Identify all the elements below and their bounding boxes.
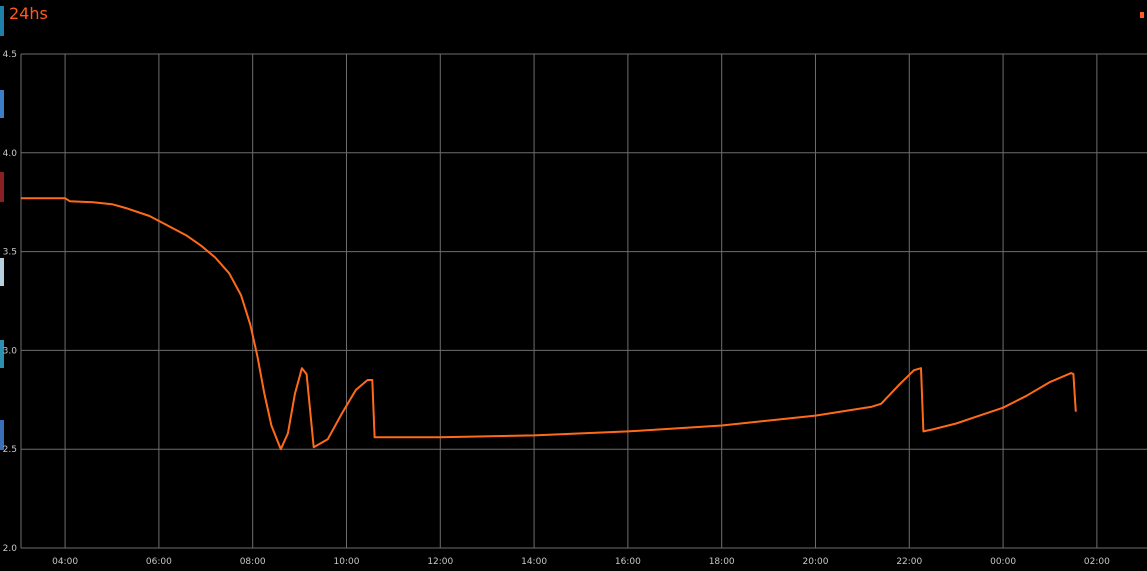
y-tick-label: 4.5 [3,50,17,60]
x-tick-label: 14:00 [521,557,547,567]
x-tick-label: 22:00 [896,557,922,567]
left-app-strip [0,0,5,571]
app-tile[interactable] [0,172,4,202]
y-tick-label: 2.5 [3,445,17,455]
x-tick-label: 02:00 [1084,557,1110,567]
x-tick-label: 08:00 [240,557,266,567]
y-tick-label: 3.5 [3,248,17,258]
series-line [21,197,1077,451]
app-tile[interactable] [0,340,4,368]
x-tick-label: 10:00 [334,557,360,567]
x-axis-ticks: 04:00 06:00 08:00 10:00 12:00 14:00 16:00 18:00… [52,557,1110,567]
y-tick-label: 2.0 [3,544,18,554]
app-tile[interactable] [0,6,4,36]
y-tick-label: 4.0 [3,149,18,159]
x-tick-label: 20:00 [803,557,829,567]
x-tick-label: 16:00 [615,557,641,567]
x-tick-label: 18:00 [709,557,735,567]
x-tick-label: 06:00 [146,557,172,567]
corner-indicator [1140,12,1144,18]
app-tile[interactable] [0,90,4,118]
x-tick-label: 12:00 [427,557,453,567]
chart-title: 24hs [9,4,48,23]
grid-lines [20,53,1147,549]
app-tile[interactable] [0,258,4,286]
x-tick-label: 04:00 [52,557,78,567]
x-tick-label: 00:00 [990,557,1016,567]
app-tile[interactable] [0,420,4,450]
y-tick-label: 3.0 [3,346,18,356]
y-axis-ticks: 2.0 2.5 3.0 3.5 4.0 4.5 [3,50,18,554]
